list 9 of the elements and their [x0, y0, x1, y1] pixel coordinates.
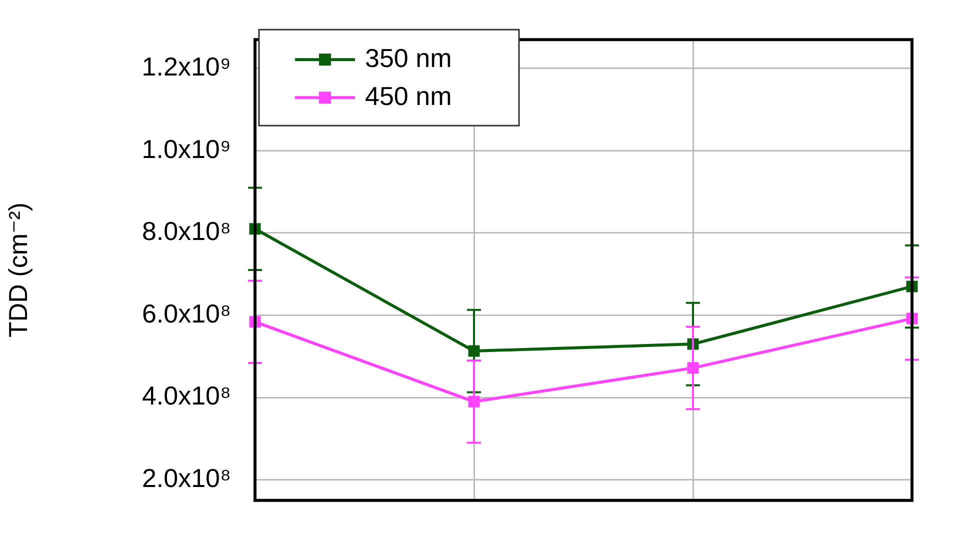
y-axis-title: TDD (cm⁻²) [2, 202, 33, 338]
legend-label: 450 nm [365, 80, 452, 111]
y-tick-label: 8.0x10⁸ [142, 216, 231, 246]
y-tick-label: 1.2x10⁹ [142, 52, 231, 82]
y-tick-label: 6.0x10⁸ [142, 298, 231, 328]
legend-label: 350 nm [365, 42, 452, 73]
y-tick-label: 1.0x10⁹ [142, 134, 231, 164]
y-tick-label: 4.0x10⁸ [142, 380, 231, 411]
y-tick-label: 2.0x10⁸ [142, 463, 231, 493]
